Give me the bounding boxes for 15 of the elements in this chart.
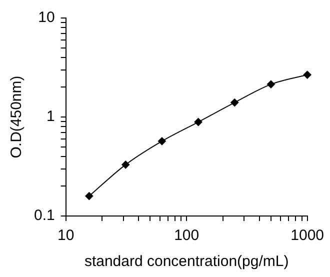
point: [194, 118, 202, 126]
point: [230, 98, 239, 107]
y-axis-title: O.D(450nm): [8, 76, 26, 158]
x-tick-label: 100: [174, 227, 200, 244]
point: [266, 80, 275, 88]
x-tick-label: 10: [58, 227, 74, 244]
y-tick-label: 0.1: [34, 207, 55, 224]
point: [303, 70, 312, 79]
point: [158, 137, 166, 146]
y-tick-label: 1: [46, 108, 55, 126]
point: [122, 160, 130, 169]
point: [85, 192, 94, 200]
x-tick-label: 1000: [290, 227, 324, 244]
y-tick-label: 10: [38, 9, 55, 26]
x-axis-title: standard concentration(pg/mL): [84, 253, 289, 270]
